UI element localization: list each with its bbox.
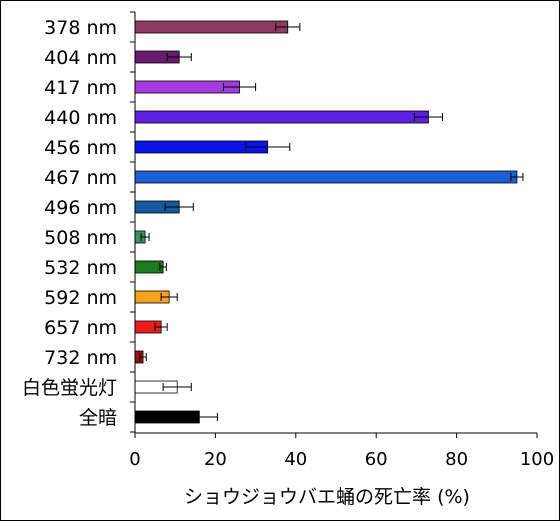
category-label: 404 nm [44,47,117,69]
x-tick-label: 0 [129,449,140,470]
error-bars-layer [139,23,524,421]
x-tick-label: 40 [284,449,307,470]
bar [134,260,164,274]
category-label: 732 nm [44,347,117,369]
category-label: 508 nm [44,227,117,249]
category-label: 657 nm [44,317,117,339]
category-label: 467 nm [44,167,117,189]
bar [134,110,429,124]
x-tick-label: 80 [445,449,468,470]
category-label: 440 nm [44,107,117,129]
category-label: 456 nm [44,137,117,159]
x-tick-label: 20 [204,449,227,470]
bars-layer [134,20,518,424]
category-label: 417 nm [44,77,117,99]
bar [134,20,289,34]
x-tick-label: 100 [520,449,554,470]
category-label: 全暗 [79,407,117,429]
category-labels: 378 nm 404 nm 417 nm 440 nm 456 nm 467 nm 496 … [22,17,117,429]
category-label: 378 nm [44,17,117,39]
category-label: 496 nm [44,197,117,219]
axes: 0 20 40 60 80 100 [129,11,554,470]
category-label: 532 nm [44,257,117,279]
x-axis-title: ショウジョウバエ蛹の死亡率 (%) [184,486,470,508]
category-label: 白色蛍光灯 [22,377,117,399]
bar [134,170,518,184]
x-tick-label: 60 [365,449,388,470]
category-label: 592 nm [44,287,117,309]
